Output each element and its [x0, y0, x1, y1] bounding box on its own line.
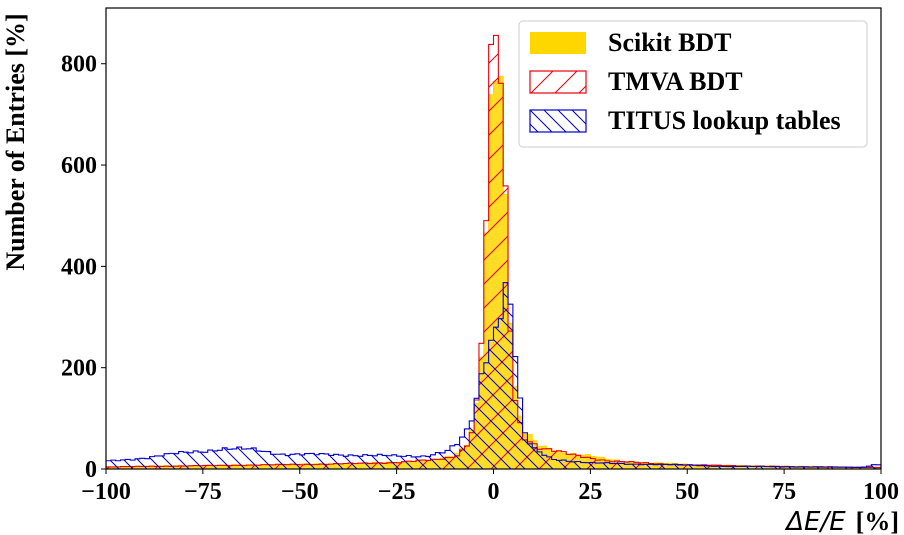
series-layer — [106, 34, 881, 469]
legend-label-tmva: TMVA BDT — [608, 67, 743, 96]
x-tick-label: 25 — [578, 479, 602, 505]
series-titus-lookup-tables — [106, 282, 881, 469]
legend-label-scikit: Scikit BDT — [608, 28, 732, 57]
x-axis-label-math: ΔE/E — [784, 507, 846, 535]
x-axis: −100 −75 −50 −25 0 25 50 75 100 — [81, 469, 899, 505]
x-tick-label: −75 — [184, 479, 222, 505]
y-tick-label: 0 — [85, 457, 97, 483]
legend-swatch-tmva — [529, 70, 587, 94]
legend-swatch-titus — [529, 109, 587, 133]
x-tick-label: −50 — [281, 479, 319, 505]
legend: Scikit BDT TMVA BDT TITUS lookup tables — [518, 20, 868, 148]
x-tick-label: 50 — [675, 479, 699, 505]
x-tick-label: 75 — [772, 479, 796, 505]
y-tick-label: 400 — [61, 254, 97, 280]
x-tick-label: 100 — [863, 479, 899, 505]
x-axis-label: ΔE/E [%] — [784, 507, 899, 535]
y-tick-label: 200 — [61, 356, 97, 382]
x-tick-label: −100 — [81, 479, 131, 505]
x-tick-label: 0 — [488, 479, 500, 505]
y-axis: 0 200 400 600 800 — [61, 52, 106, 483]
plot-area: −100 −75 −50 −25 0 25 50 75 100 0 200 400 600 800 — [61, 7, 899, 505]
y-tick-label: 600 — [61, 153, 97, 179]
x-axis-label-unit: [%] — [856, 507, 899, 535]
legend-label-titus: TITUS lookup tables — [608, 106, 841, 135]
legend-box — [518, 20, 868, 148]
y-tick-label: 800 — [61, 52, 97, 78]
x-tick-label: −25 — [378, 479, 416, 505]
legend-swatch-scikit — [530, 32, 586, 54]
y-axis-label: Number of Entries [%] — [1, 13, 30, 270]
